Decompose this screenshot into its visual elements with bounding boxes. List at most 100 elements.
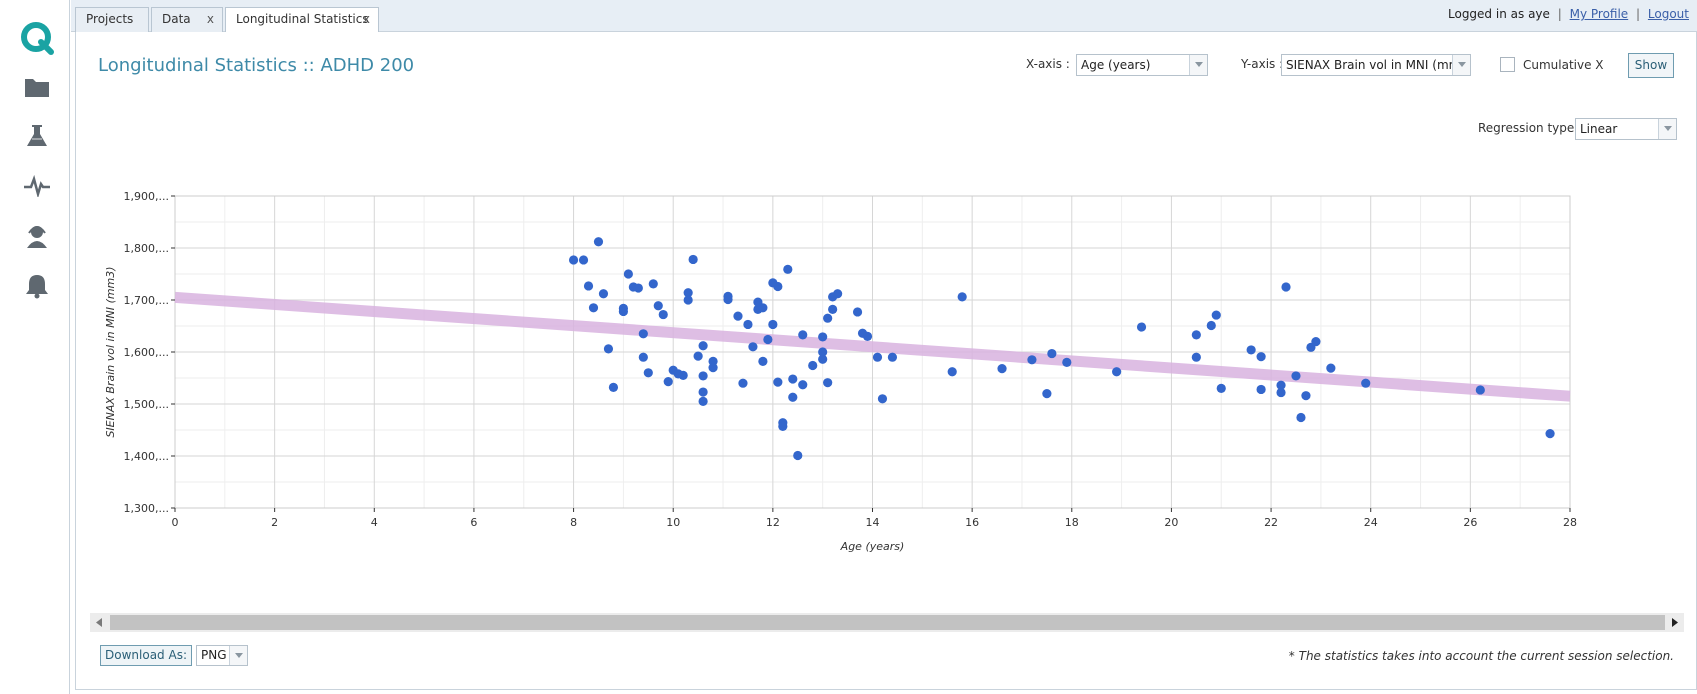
data-point (638, 329, 648, 339)
download-format-select[interactable]: PNG (196, 645, 248, 666)
regression-type-select[interactable]: Linear (1575, 118, 1677, 140)
data-point (1291, 371, 1301, 381)
data-point (798, 330, 808, 340)
data-point (997, 364, 1007, 374)
page-title: Longitudinal Statistics :: ADHD 200 (98, 55, 415, 76)
data-point (623, 269, 633, 279)
close-icon[interactable]: x (362, 12, 370, 26)
x-tick-label: 0 (172, 516, 179, 529)
data-point (1311, 337, 1321, 347)
y-axis-title: SIENAX Brain vol in MNI (mm3) (104, 266, 117, 437)
data-point (1206, 320, 1216, 331)
x-tick-label: 6 (470, 516, 477, 529)
data-point (1062, 357, 1072, 367)
data-point (818, 332, 828, 342)
support-agent-icon[interactable] (22, 222, 52, 250)
data-point (808, 360, 818, 371)
y-tick-label: 1,800,... (124, 242, 169, 255)
data-point (783, 264, 793, 274)
data-point (862, 331, 873, 341)
data-point (1301, 391, 1311, 401)
tab-longitudinal-statistics[interactable]: Longitudinal Statistics x (225, 7, 379, 33)
download-format-value: PNG (201, 648, 227, 662)
xaxis-select[interactable]: Age (years) (1076, 54, 1208, 76)
chevron-down-icon (1452, 55, 1470, 75)
data-point (618, 306, 628, 317)
data-point (1256, 384, 1266, 395)
data-point (1281, 282, 1291, 292)
x-tick-label: 12 (766, 516, 780, 529)
data-point (608, 382, 619, 392)
data-point (1296, 412, 1306, 423)
scroll-right-icon[interactable] (1666, 613, 1684, 632)
download-as-label: Download As: (100, 645, 192, 666)
x-tick-label: 10 (666, 516, 680, 529)
cumulative-x-checkbox[interactable] (1500, 57, 1515, 72)
data-point (578, 255, 589, 265)
tab-label: Projects (86, 12, 134, 26)
data-point (788, 392, 798, 402)
data-point (758, 356, 768, 366)
data-point (698, 387, 708, 397)
data-point (588, 303, 599, 313)
data-point (1112, 367, 1122, 377)
yaxis-select-value: SIENAX Brain vol in MNI (mm3) (1286, 58, 1471, 72)
yaxis-select[interactable]: SIENAX Brain vol in MNI (mm3) (1281, 54, 1471, 76)
folder-icon[interactable] (22, 73, 52, 101)
data-point (788, 374, 798, 384)
data-point (1042, 389, 1052, 399)
tab-projects[interactable]: Projects (75, 7, 149, 32)
x-axis-title: Age (years) (840, 540, 905, 553)
q-logo-icon[interactable] (19, 20, 55, 56)
y-tick-label: 1,300,... (124, 502, 169, 515)
bell-icon[interactable] (22, 272, 52, 300)
data-point (1136, 322, 1147, 332)
data-point (1475, 385, 1485, 395)
data-point (833, 289, 843, 299)
data-point (852, 307, 863, 317)
data-point (678, 370, 688, 380)
x-tick-label: 4 (371, 516, 378, 529)
data-point (698, 371, 708, 381)
data-point (778, 421, 788, 431)
scrollbar-thumb[interactable] (110, 615, 1665, 630)
data-point (753, 297, 763, 307)
tab-data[interactable]: Data x (151, 7, 223, 32)
data-point (823, 313, 833, 323)
tab-label: Longitudinal Statistics (236, 12, 369, 26)
regression-type-label: Regression type : (1478, 121, 1583, 135)
data-point (638, 352, 648, 362)
regression-type-value: Linear (1580, 122, 1618, 136)
scroll-left-icon[interactable] (90, 613, 108, 632)
pulse-icon[interactable] (22, 172, 52, 200)
close-icon[interactable]: x (206, 12, 214, 26)
data-point (1256, 352, 1266, 362)
y-tick-label: 1,600,... (124, 346, 169, 359)
x-tick-label: 18 (1065, 516, 1079, 529)
my-profile-link[interactable]: My Profile (1569, 7, 1629, 21)
data-point (738, 378, 748, 388)
y-tick-label: 1,700,... (124, 294, 169, 307)
show-button[interactable]: Show (1628, 53, 1674, 78)
data-point (688, 254, 698, 265)
logout-link[interactable]: Logout (1647, 7, 1689, 21)
cumulative-x-label: Cumulative X (1523, 58, 1604, 72)
data-point (643, 368, 653, 378)
data-point (1361, 378, 1371, 388)
data-point (828, 304, 838, 314)
data-point (1191, 352, 1201, 362)
logged-in-text: Logged in as (1448, 7, 1525, 21)
separator: | (1636, 7, 1641, 21)
data-point (887, 352, 898, 362)
data-point (1047, 348, 1057, 359)
x-tick-label: 14 (866, 516, 880, 529)
data-point (818, 347, 828, 357)
sidebar (0, 0, 70, 694)
x-tick-label: 26 (1463, 516, 1477, 529)
horizontal-scrollbar[interactable] (90, 613, 1684, 632)
data-point (658, 309, 668, 320)
data-point (1027, 355, 1037, 365)
data-point (957, 292, 967, 302)
flask-icon[interactable] (22, 122, 52, 150)
data-point (947, 367, 957, 377)
